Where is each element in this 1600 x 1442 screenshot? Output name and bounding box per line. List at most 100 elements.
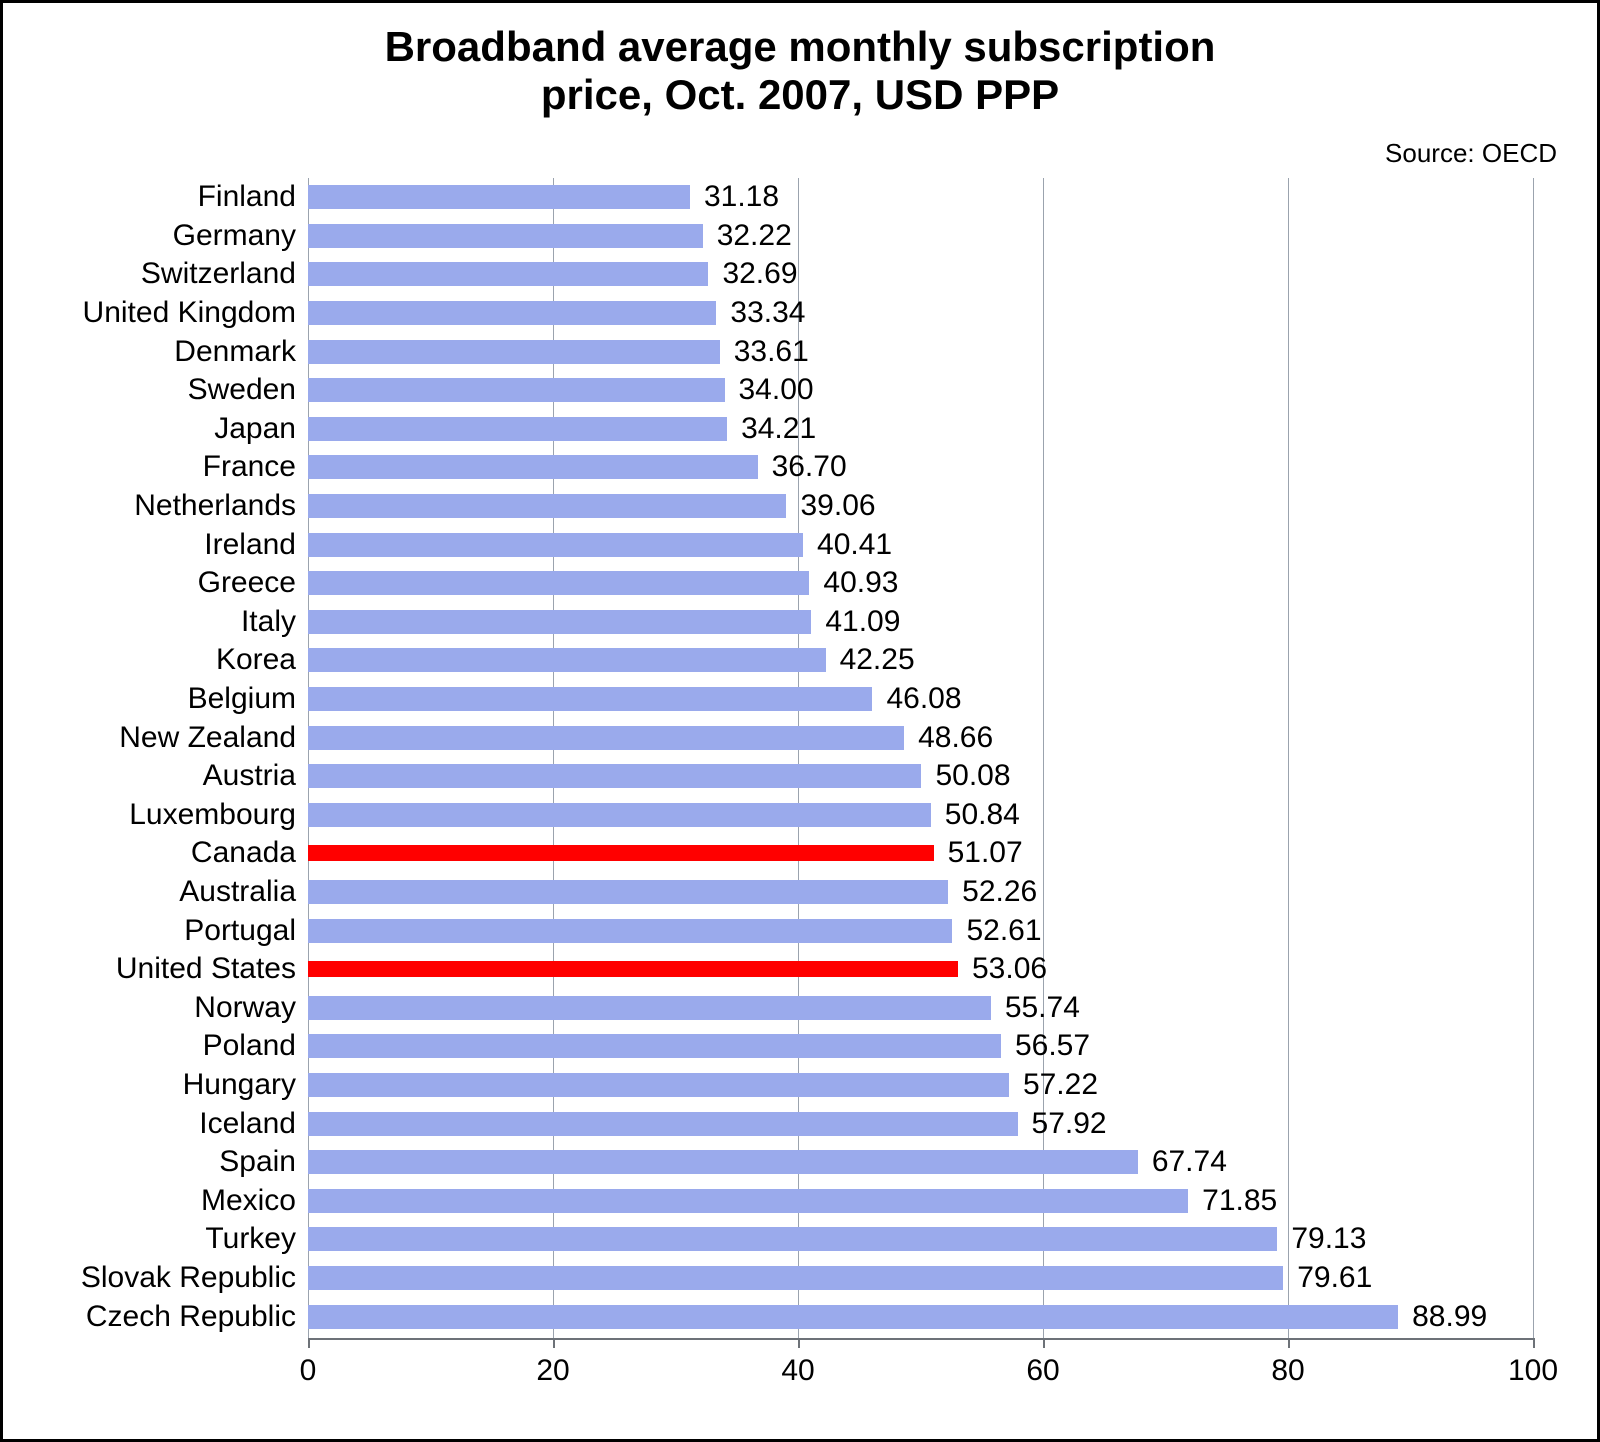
yaxis-label: Czech Republic xyxy=(86,1300,308,1334)
bar-row: Austria50.08 xyxy=(308,757,1533,796)
bar xyxy=(308,1034,1001,1058)
bar xyxy=(308,880,948,904)
bar xyxy=(308,417,727,441)
bar-row: Norway55.74 xyxy=(308,989,1533,1028)
bar xyxy=(308,533,803,557)
value-label: 41.09 xyxy=(825,605,900,639)
value-label: 53.06 xyxy=(972,952,1047,986)
value-label: 56.57 xyxy=(1015,1029,1090,1063)
yaxis-label: Iceland xyxy=(199,1107,308,1141)
bar-row: Mexico71.85 xyxy=(308,1182,1533,1221)
bar xyxy=(308,764,921,788)
bar-row: Italy41.09 xyxy=(308,603,1533,642)
bar-row: Switzerland32.69 xyxy=(308,255,1533,294)
bar-row: Germany32.22 xyxy=(308,217,1533,256)
bar-row: Hungary57.22 xyxy=(308,1066,1533,1105)
bar-row: Japan34.21 xyxy=(308,410,1533,449)
value-label: 34.00 xyxy=(739,373,814,407)
bar-row: Luxembourg50.84 xyxy=(308,796,1533,835)
value-label: 42.25 xyxy=(840,643,915,677)
bar-row: Australia52.26 xyxy=(308,873,1533,912)
chart-title: Broadband average monthly subscription p… xyxy=(3,23,1597,120)
xaxis-label: 40 xyxy=(781,1354,814,1388)
yaxis-label: Netherlands xyxy=(134,489,308,523)
bar-row: United States53.06 xyxy=(308,950,1533,989)
yaxis-label: Finland xyxy=(198,180,308,214)
value-label: 40.41 xyxy=(817,528,892,562)
bar-row: New Zealand48.66 xyxy=(308,718,1533,757)
plot-area: 020406080100Finland31.18Germany32.22Swit… xyxy=(308,178,1533,1338)
value-label: 32.69 xyxy=(722,257,797,291)
bar-row: Poland56.57 xyxy=(308,1027,1533,1066)
xaxis-label: 100 xyxy=(1508,1354,1558,1388)
bar xyxy=(308,301,716,325)
value-label: 52.61 xyxy=(966,914,1041,948)
value-label: 51.07 xyxy=(948,836,1023,870)
yaxis-label: Portugal xyxy=(184,914,308,948)
bar xyxy=(308,1112,1018,1136)
bar-row: Sweden34.00 xyxy=(308,371,1533,410)
xaxis-line xyxy=(308,1338,1533,1340)
bar-row: Denmark33.61 xyxy=(308,332,1533,371)
value-label: 50.08 xyxy=(935,759,1010,793)
value-label: 34.21 xyxy=(741,412,816,446)
bar xyxy=(308,224,703,248)
bar-row: France36.70 xyxy=(308,448,1533,487)
bar-row: Canada51.07 xyxy=(308,834,1533,873)
yaxis-label: Sweden xyxy=(188,373,308,407)
value-label: 71.85 xyxy=(1202,1184,1277,1218)
bar xyxy=(308,185,690,209)
yaxis-label: Luxembourg xyxy=(129,798,308,832)
bar-row: Ireland40.41 xyxy=(308,525,1533,564)
bar xyxy=(308,648,826,672)
bar-row: Spain67.74 xyxy=(308,1143,1533,1182)
xaxis-label: 20 xyxy=(536,1354,569,1388)
yaxis-label: Germany xyxy=(173,219,308,253)
yaxis-label: Poland xyxy=(203,1029,308,1063)
value-label: 36.70 xyxy=(772,450,847,484)
bar-row: Slovak Republic79.61 xyxy=(308,1259,1533,1298)
yaxis-label: Italy xyxy=(241,605,308,639)
bar xyxy=(308,1305,1398,1329)
bar-row: United Kingdom33.34 xyxy=(308,294,1533,333)
bar-row: Finland31.18 xyxy=(308,178,1533,217)
bar xyxy=(308,1189,1188,1213)
bar xyxy=(308,996,991,1020)
chart-title-line1: Broadband average monthly subscription xyxy=(3,23,1597,71)
value-label: 31.18 xyxy=(704,180,779,214)
chart-frame: Broadband average monthly subscription p… xyxy=(0,0,1600,1442)
bar xyxy=(308,571,809,595)
bar-row: Belgium46.08 xyxy=(308,680,1533,719)
bar xyxy=(308,494,786,518)
yaxis-label: Korea xyxy=(216,643,308,677)
value-label: 57.22 xyxy=(1023,1068,1098,1102)
value-label: 55.74 xyxy=(1005,991,1080,1025)
value-label: 32.22 xyxy=(717,219,792,253)
yaxis-label: New Zealand xyxy=(119,721,308,755)
value-label: 79.13 xyxy=(1291,1222,1366,1256)
xaxis-tick xyxy=(1533,1338,1535,1348)
bar xyxy=(308,1150,1138,1174)
yaxis-label: Austria xyxy=(203,759,308,793)
bar xyxy=(308,378,725,402)
yaxis-label: Turkey xyxy=(205,1222,308,1256)
yaxis-label: Japan xyxy=(214,412,308,446)
value-label: 79.61 xyxy=(1297,1261,1372,1295)
plot-inner: 020406080100Finland31.18Germany32.22Swit… xyxy=(308,178,1533,1338)
yaxis-label: Slovak Republic xyxy=(81,1261,308,1295)
yaxis-label: France xyxy=(203,450,308,484)
yaxis-label: Greece xyxy=(198,566,308,600)
bar xyxy=(308,610,811,634)
bar-highlight xyxy=(308,961,958,977)
value-label: 57.92 xyxy=(1032,1107,1107,1141)
chart-source: Source: OECD xyxy=(1385,138,1557,169)
bar-row: Greece40.93 xyxy=(308,564,1533,603)
yaxis-label: United Kingdom xyxy=(83,296,308,330)
value-label: 33.61 xyxy=(734,335,809,369)
xaxis-label: 0 xyxy=(300,1354,317,1388)
yaxis-label: Australia xyxy=(179,875,308,909)
bar xyxy=(308,340,720,364)
value-label: 52.26 xyxy=(962,875,1037,909)
bar-row: Korea42.25 xyxy=(308,641,1533,680)
xaxis-label: 60 xyxy=(1026,1354,1059,1388)
